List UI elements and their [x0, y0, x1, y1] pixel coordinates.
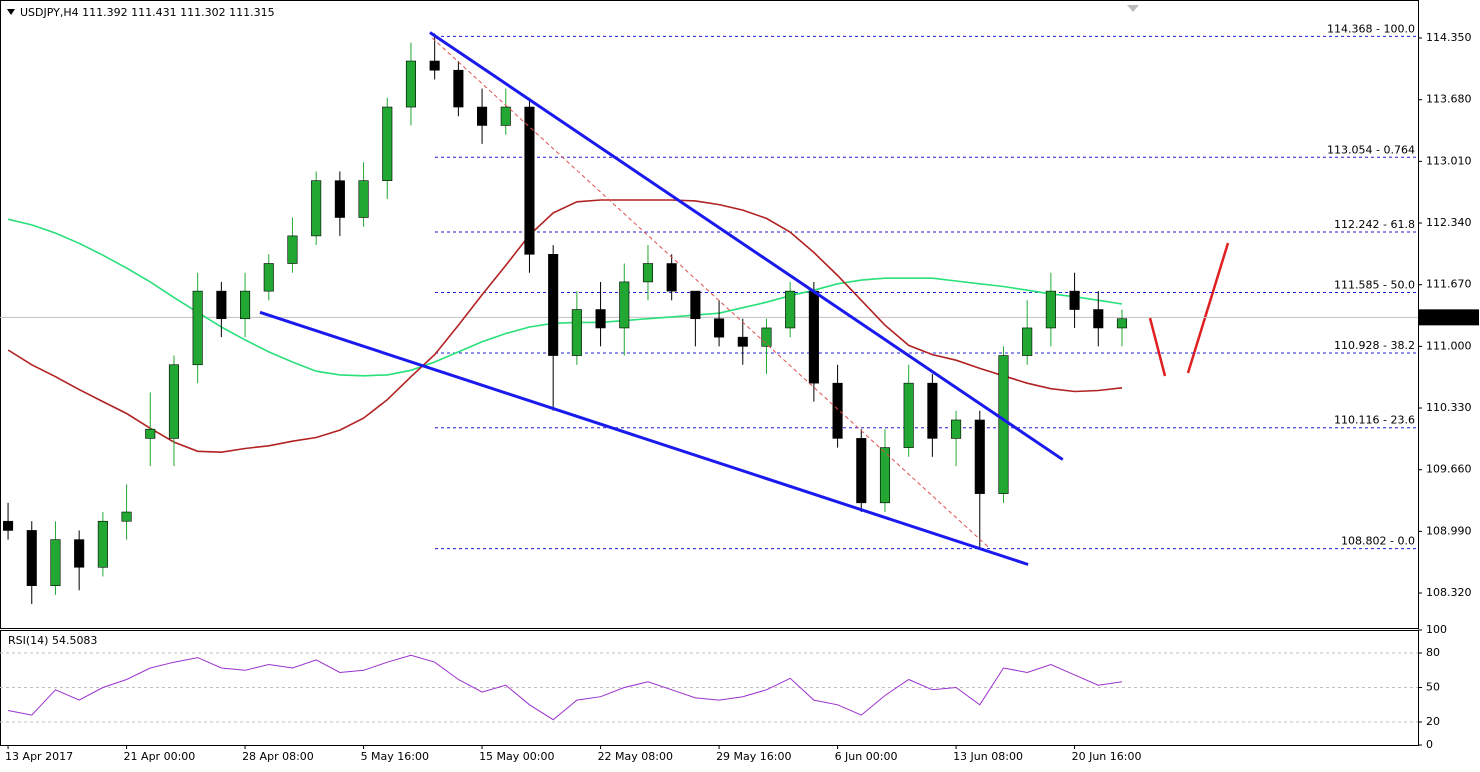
chart-title: USDJPY,H4 111.392 111.431 111.302 111.31… [20, 6, 275, 19]
y-tick-label: 108.320 [1426, 586, 1472, 599]
fib-label: 108.802 - 0.0 [1341, 535, 1415, 548]
x-tick-label: 15 May 00:00 [479, 750, 554, 763]
y-tick-label: 111.000 [1426, 339, 1472, 352]
projection-arrow [1186, 242, 1230, 374]
rsi-title: RSI(14) 54.5083 [8, 634, 97, 647]
y-tick-label: 20 [1426, 715, 1440, 728]
candle-body [263, 263, 274, 292]
rsi-line [8, 654, 1123, 721]
candle-body [808, 290, 819, 384]
trendline [259, 310, 1029, 566]
moving-average [7, 199, 1123, 454]
candle-body [216, 290, 227, 320]
candle-body [856, 438, 867, 504]
x-tick-label: 29 May 16:00 [716, 750, 791, 763]
candle-body [548, 254, 559, 356]
candle-body [879, 447, 891, 504]
candle-body [524, 106, 535, 255]
x-tick-label: 22 May 08:00 [598, 750, 673, 763]
candle-body [927, 382, 938, 439]
y-tick-label: 0 [1426, 738, 1433, 751]
fib-label: 114.368 - 100.0 [1327, 22, 1415, 35]
y-tick-label: 110.330 [1426, 401, 1472, 414]
candle-body [50, 539, 61, 586]
candle-body [832, 382, 843, 439]
candle-body [26, 530, 37, 586]
y-tick-label: 100 [1426, 623, 1447, 636]
candle-body [287, 235, 298, 264]
candle-body [666, 263, 677, 292]
last-price-box [1419, 309, 1479, 326]
candle-body [168, 364, 180, 439]
y-tick-label: 113.680 [1426, 93, 1472, 106]
candle-body [405, 60, 417, 108]
candle-body [642, 263, 654, 283]
candle-body [74, 539, 85, 568]
candle-body [761, 327, 772, 347]
candle-body [145, 428, 156, 439]
candle-body [1093, 309, 1104, 329]
x-tick-label: 13 Apr 2017 [5, 750, 73, 763]
fib-label: 112.242 - 61.8 [1334, 218, 1415, 231]
candle-body [3, 520, 14, 531]
y-tick-label: 114.350 [1426, 31, 1472, 44]
candle-body [951, 419, 962, 439]
projection-arrow [1148, 317, 1167, 377]
fib-label: 111.585 - 50.0 [1334, 279, 1415, 292]
candle-body [974, 419, 985, 494]
y-tick-label: 111.670 [1426, 278, 1472, 291]
candle-body [1069, 290, 1080, 310]
candle-body [240, 290, 251, 320]
candle-body [477, 106, 488, 126]
candle-body [1045, 290, 1056, 329]
candle-body [500, 106, 511, 126]
candle-body [453, 69, 464, 108]
candle-body [998, 355, 1009, 494]
fib-label: 110.116 - 23.6 [1334, 414, 1415, 427]
x-tick-label: 21 Apr 00:00 [124, 750, 196, 763]
y-tick-label: 50 [1426, 681, 1440, 694]
candle-body [619, 281, 630, 329]
candle-body [358, 180, 369, 218]
y-tick-label: 109.660 [1426, 463, 1472, 476]
candle-body [1022, 327, 1033, 356]
y-tick-label: 112.340 [1426, 216, 1472, 229]
candle-body [571, 309, 582, 356]
candle-body [714, 318, 725, 338]
x-tick-label: 20 Jun 16:00 [1072, 750, 1142, 763]
x-tick-label: 6 Jun 00:00 [835, 750, 898, 763]
candle-body [121, 511, 132, 522]
y-tick-label: 80 [1426, 646, 1440, 659]
scroll-marker [1127, 5, 1139, 12]
y-tick-label: 113.010 [1426, 154, 1472, 167]
candle-body [429, 60, 440, 71]
candle-body [785, 290, 796, 329]
fib-label: 110.928 - 38.2 [1334, 339, 1415, 352]
candle-body [311, 180, 322, 237]
candle-body [382, 106, 393, 181]
candle-body [192, 290, 203, 366]
y-tick-label: 108.990 [1426, 524, 1472, 537]
x-tick-label: 13 Jun 08:00 [953, 750, 1023, 763]
candle-body [97, 520, 108, 568]
x-tick-label: 5 May 16:00 [361, 750, 429, 763]
candle-body [334, 180, 345, 218]
menu-triangle [7, 9, 15, 15]
x-tick-label: 28 Apr 08:00 [242, 750, 314, 763]
trendline [429, 31, 1064, 461]
candle-body [737, 336, 748, 347]
candle-body [1116, 318, 1128, 329]
candle-body [903, 382, 914, 448]
candle-body [690, 290, 701, 320]
candle-body [595, 309, 606, 329]
last-price-label: 111.315 [1426, 310, 1472, 323]
fib-label: 113.054 - 0.764 [1327, 143, 1415, 156]
